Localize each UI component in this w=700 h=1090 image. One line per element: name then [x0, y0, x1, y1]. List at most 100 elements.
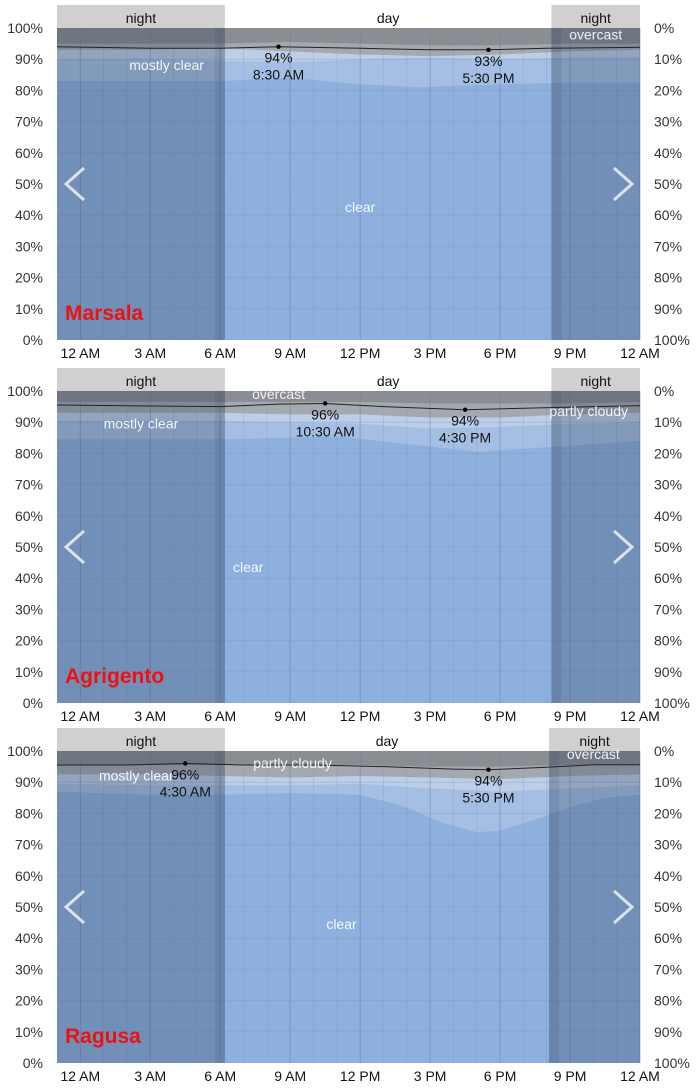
y-tick-right: 30%	[654, 837, 682, 853]
grid	[57, 391, 641, 703]
band-label: clear	[345, 199, 376, 215]
y-tick-right: 50%	[654, 899, 682, 915]
night-band-right	[551, 5, 640, 28]
y-tick-left: 90%	[15, 774, 43, 790]
night-label: night	[126, 733, 156, 749]
chart-panel-agrigento: night day night clear mostly clear overcast pa…	[0, 363, 700, 723]
band-label: mostly clear	[104, 415, 179, 431]
band-label: overcast	[567, 746, 620, 762]
y-tick-left: 30%	[15, 238, 43, 254]
annotation-time: 4:30 AM	[160, 783, 211, 799]
band-label: mostly clear	[99, 768, 174, 784]
day-band	[224, 368, 552, 391]
y-tick-right: 100%	[654, 1055, 690, 1071]
day-label: day	[376, 733, 399, 749]
night-band-right	[551, 368, 640, 391]
extreme-annotations: 96%10:30 AM 94%4:30 PM	[296, 401, 491, 446]
x-tick: 9 AM	[274, 345, 306, 360]
band-label: mostly clear	[129, 57, 204, 73]
x-tick: 12 AM	[620, 345, 660, 360]
x-tick: 9 AM	[274, 708, 306, 723]
twilight-strip	[214, 391, 225, 703]
cloud-cover-chart: night day night clear mostly clear partly clo…	[7, 728, 690, 1083]
y-tick-left: 50%	[15, 899, 43, 915]
prev-chevron-icon[interactable]	[63, 889, 85, 925]
cloud-cover-line	[57, 762, 640, 771]
night-overlay-right	[551, 391, 640, 703]
night-band-left	[57, 728, 225, 751]
x-tick: 3 PM	[414, 345, 447, 360]
y-tick-right: 10%	[654, 414, 682, 430]
annotation-time: 5:30 PM	[462, 70, 514, 86]
y-tick-right: 40%	[654, 508, 682, 524]
y-tick-right: 100%	[654, 695, 690, 711]
city-label: Ragusa	[65, 1025, 141, 1048]
y-tick-left: 30%	[15, 601, 43, 617]
y-tick-right: 80%	[654, 993, 682, 1009]
y-tick-left: 90%	[15, 414, 43, 430]
y-tick-right: 30%	[654, 477, 682, 493]
axes: 0% 10% 20% 30% 40% 50% 60% 70% 80% 90% 100% 100% 90%…	[7, 383, 690, 723]
annotation-percent: 93%	[474, 53, 502, 69]
day-label: day	[377, 10, 400, 26]
y-tick-left: 100%	[7, 743, 43, 759]
x-tick: 12 PM	[340, 345, 380, 360]
next-chevron-icon[interactable]	[613, 529, 635, 565]
band-labels: clear mostly clear partly cloudy overcast	[99, 746, 620, 932]
y-tick-left: 20%	[15, 633, 43, 649]
chart-panel-ragusa: night day night clear mostly clear partly clo…	[0, 723, 700, 1083]
y-tick-right: 40%	[654, 145, 682, 161]
night-overlays	[57, 28, 640, 340]
y-tick-left: 80%	[15, 82, 43, 98]
cloud-cover-chart: night day night clear mostly clear overcast pa…	[7, 368, 690, 723]
y-tick-left: 100%	[7, 383, 43, 399]
twilight-strip	[551, 28, 562, 340]
y-tick-left: 10%	[15, 1024, 43, 1040]
y-tick-right: 60%	[654, 930, 682, 946]
night-band-left	[57, 5, 225, 28]
city-label: Marsala	[65, 302, 144, 325]
annotation-time: 10:30 AM	[296, 423, 355, 439]
y-tick-right: 80%	[654, 270, 682, 286]
x-tick: 12 AM	[60, 708, 100, 723]
annotation-percent: 94%	[451, 413, 479, 429]
y-tick-left: 40%	[15, 930, 43, 946]
y-tick-right: 70%	[654, 238, 682, 254]
y-tick-right: 30%	[654, 114, 682, 130]
annotation-point	[486, 767, 491, 772]
night-overlays	[57, 391, 640, 703]
y-tick-left: 50%	[15, 539, 43, 555]
axes: 0% 10% 20% 30% 40% 50% 60% 70% 80% 90% 100% 100% 90%…	[7, 20, 690, 360]
x-tick: 3 AM	[134, 1068, 166, 1083]
y-tick-right: 10%	[654, 51, 682, 67]
y-tick-left: 20%	[15, 993, 43, 1009]
extreme-annotations: 94%8:30 AM 93%5:30 PM	[253, 44, 514, 86]
band-clear	[57, 77, 640, 341]
x-tick: 6 AM	[204, 708, 236, 723]
night-overlays	[57, 751, 640, 1063]
prev-chevron-icon[interactable]	[63, 166, 85, 202]
x-tick: 9 PM	[554, 1068, 587, 1083]
x-tick: 12 PM	[340, 1068, 380, 1083]
band-label: clear	[326, 916, 357, 932]
y-tick-right: 0%	[654, 20, 674, 36]
y-tick-right: 40%	[654, 868, 682, 884]
annotation-point	[486, 47, 491, 53]
y-tick-right: 20%	[654, 805, 682, 821]
plot-area	[57, 28, 640, 341]
x-tick: 6 AM	[204, 1068, 236, 1083]
y-tick-right: 50%	[654, 539, 682, 555]
annotation-percent: 94%	[474, 773, 502, 789]
x-tick: 12 AM	[620, 1068, 660, 1083]
y-tick-right: 70%	[654, 961, 682, 977]
day-band	[224, 5, 552, 28]
y-tick-right: 0%	[654, 743, 674, 759]
prev-chevron-icon[interactable]	[63, 529, 85, 565]
next-chevron-icon[interactable]	[613, 166, 635, 202]
y-tick-left: 90%	[15, 51, 43, 67]
y-tick-right: 10%	[654, 774, 682, 790]
y-tick-right: 20%	[654, 445, 682, 461]
next-chevron-icon[interactable]	[613, 889, 635, 925]
annotation-percent: 96%	[171, 766, 199, 782]
